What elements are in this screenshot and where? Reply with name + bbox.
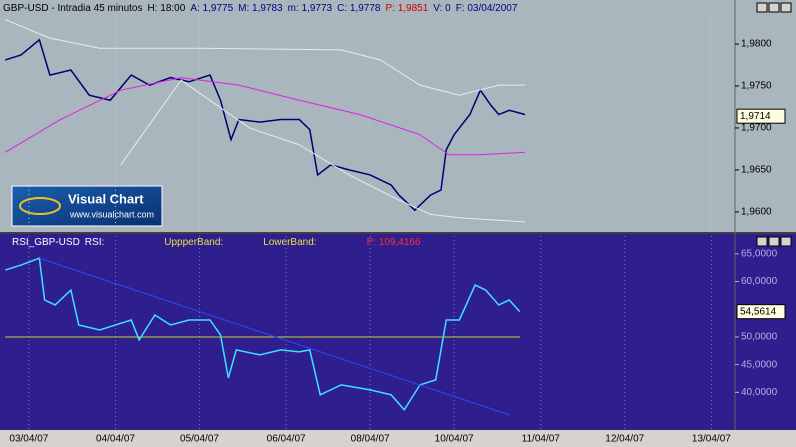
last-value-box — [736, 108, 786, 124]
minimize[interactable] — [756, 2, 768, 13]
info: H: 18:00 — [148, 3, 186, 14]
y-tick-label: 65,0000 — [741, 248, 778, 259]
logo-icon — [19, 197, 61, 215]
y-tick-label: 1,9750 — [741, 81, 772, 92]
plot — [5, 257, 521, 416]
x-tick-label: 03/04/07 — [9, 434, 48, 445]
series-line — [120, 79, 526, 223]
x-tick-label: 11/04/07 — [522, 434, 561, 445]
x-tick-label: 12/04/07 — [605, 434, 644, 445]
x-tick-label: 13/04/07 — [692, 434, 731, 445]
info: P: 109,4166 — [367, 237, 421, 248]
close[interactable] — [780, 236, 792, 247]
x-tick-label: 04/04/07 — [96, 434, 135, 445]
series-line — [4, 77, 526, 156]
info: m: 1,9773 — [288, 3, 333, 14]
info: A: 1,9775 — [190, 3, 233, 14]
plot — [4, 19, 526, 223]
info: P: 1,9851 — [385, 3, 428, 14]
logo-url: www.visualchart.com — [69, 209, 154, 219]
maximize[interactable] — [768, 2, 780, 13]
price-header: GBP-USD - Intradia 45 minutos H: 18:00 A: … — [3, 3, 518, 14]
logo-title: Visual Chart — [68, 191, 144, 206]
x-tick-label: 10/04/07 — [435, 434, 474, 445]
date-strip — [0, 430, 796, 447]
y-tick-label: 1,9650 — [741, 165, 772, 176]
rsi-panel — [0, 234, 796, 430]
title: GBP-USD - Intradia 45 minutos — [3, 3, 143, 14]
last-value-label: 54,5614 — [740, 306, 777, 317]
x-tick-label: 06/04/07 — [267, 434, 306, 445]
window-buttons[interactable] — [756, 2, 792, 247]
series-line — [5, 257, 521, 412]
info: F: 03/04/2007 — [456, 3, 518, 14]
last-value-box — [736, 304, 786, 320]
logo — [11, 185, 163, 227]
info: LowerBand: — [263, 237, 316, 248]
y-tick-label: 50,0000 — [741, 332, 778, 343]
close[interactable] — [780, 2, 792, 13]
y-tick-label: 40,0000 — [741, 387, 778, 398]
separator — [0, 232, 796, 234]
y-tick-label: 1,9700 — [741, 123, 772, 134]
y-tick-label: 1,9600 — [741, 206, 772, 217]
info: UppperBand: — [164, 237, 223, 248]
series-line — [39, 257, 510, 416]
minimize[interactable] — [756, 236, 768, 247]
title: RSI_GBP-USD — [12, 237, 80, 248]
y-tick-label: 60,0000 — [741, 276, 778, 287]
x-tick-label: 08/04/07 — [351, 434, 390, 445]
y-tick-label: 1,9800 — [741, 39, 772, 50]
series-line — [5, 19, 525, 96]
last-value-label: 1,9714 — [740, 111, 771, 122]
info: RSI: — [85, 237, 104, 248]
info: M: 1,9783 — [238, 3, 283, 14]
x-tick-label: 05/04/07 — [180, 434, 219, 445]
series-line — [5, 38, 526, 212]
info: C: 1,9778 — [337, 3, 381, 14]
rsi-header: RSI_GBP-USD RSI: UppperBand: LowerBand: P: 1… — [12, 237, 421, 248]
maximize[interactable] — [768, 236, 780, 247]
info: V: 0 — [433, 3, 451, 14]
y-tick-label: 45,0000 — [741, 359, 778, 370]
